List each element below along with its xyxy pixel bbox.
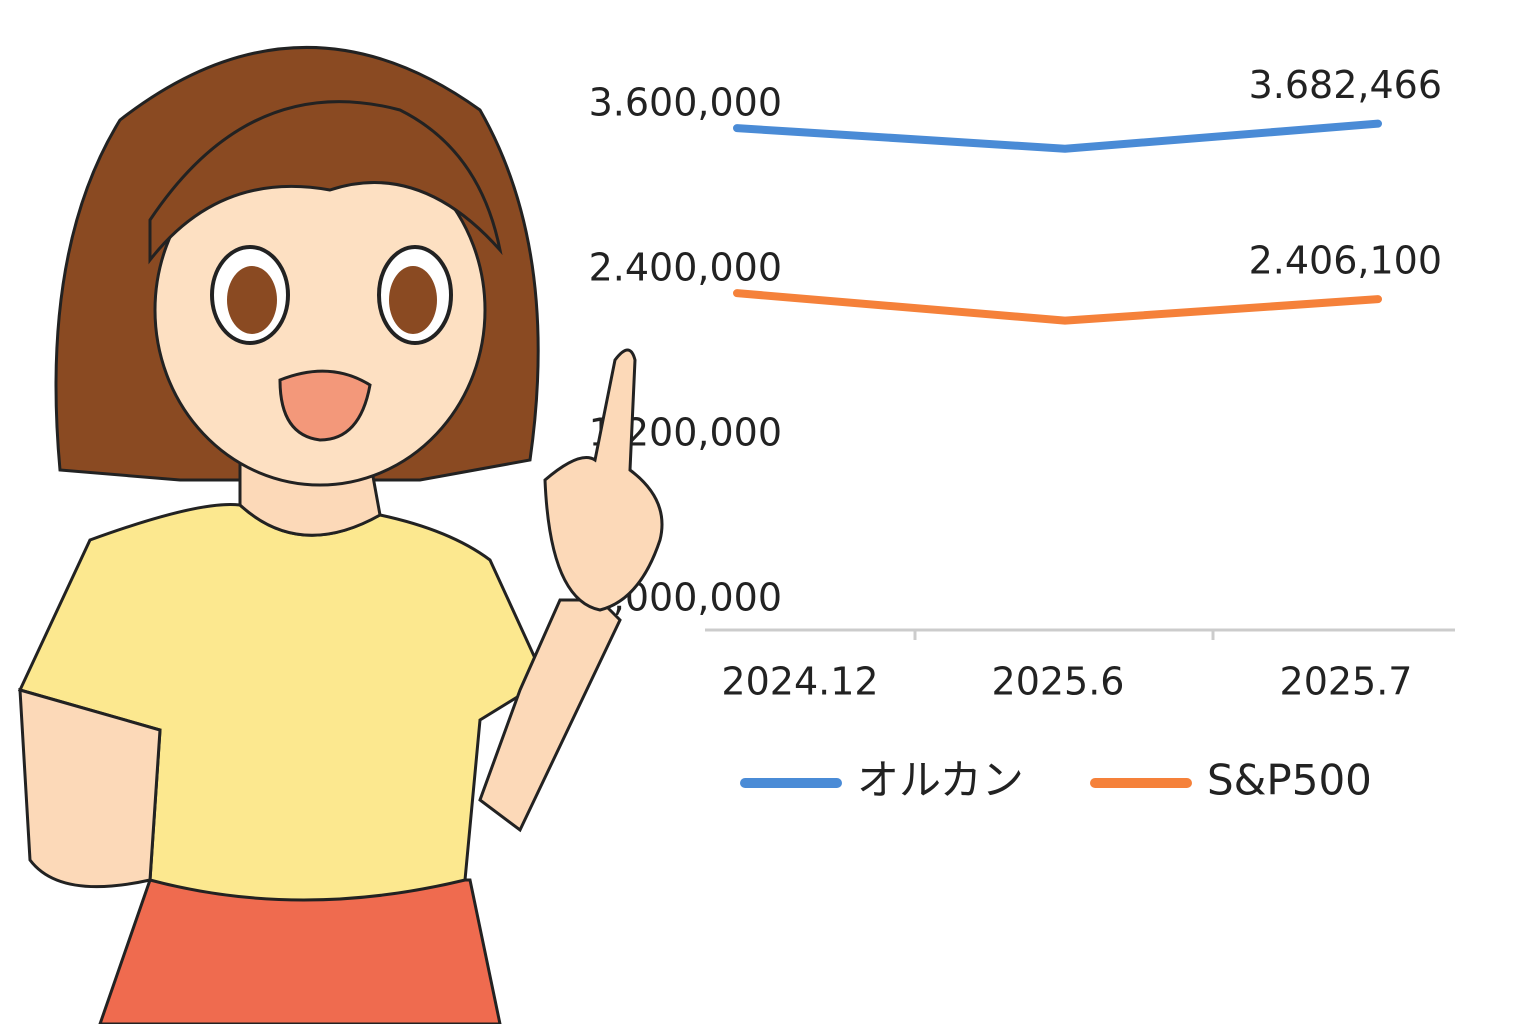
x-tick-label: 2024.12 [721, 660, 878, 704]
x-tick-label: 2025.7 [1280, 660, 1413, 704]
data-label: 3.682,466 [1249, 63, 1442, 107]
y-tick-label: 2.400,000 [589, 246, 782, 290]
series-line [733, 119, 1382, 153]
y-tick-label: 3.600,000 [589, 81, 782, 125]
plot: 3.600,0002.400,0001,200,0000,000,0002024… [589, 63, 1455, 805]
bangs [148, 100, 503, 265]
pupil [389, 266, 437, 334]
series-line [733, 289, 1382, 325]
x-tick-label: 2025.6 [992, 660, 1125, 704]
shirt [17, 502, 547, 902]
illustration [17, 45, 664, 1024]
arm [478, 598, 622, 833]
arm [18, 687, 162, 889]
skirt [98, 878, 502, 1024]
data-label: 2.406,100 [1249, 239, 1442, 283]
hand [543, 348, 664, 612]
mouth [278, 369, 372, 442]
pupil [227, 266, 277, 334]
legend-label: S&P500 [1207, 756, 1372, 805]
legend-label: オルカン [857, 756, 1024, 805]
